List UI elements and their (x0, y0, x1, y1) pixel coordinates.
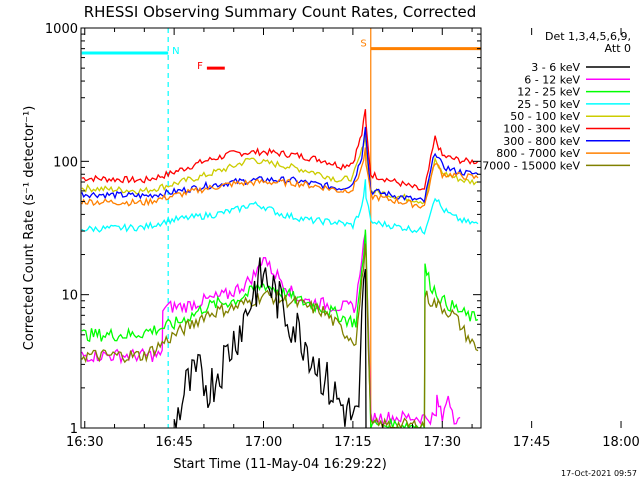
legend-header-line-2: Att 0 (605, 42, 631, 55)
y-axis: 1 10 100 1000 (45, 22, 481, 437)
legend-item-label: 800 - 7000 keV (496, 147, 580, 160)
x-tick-label: 17:00 (245, 435, 282, 450)
y-tick-label: 100 (53, 155, 78, 170)
x-axis: 16:30 16:45 17:00 17:15 17:30 17:45 18:00 (66, 28, 640, 450)
plot-frame (80, 27, 482, 429)
footer-timestamp: 17-Oct-2021 09:57 (561, 469, 637, 478)
series-line (81, 179, 479, 235)
x-tick-label: 18:00 (602, 435, 639, 450)
series-line (81, 147, 479, 209)
y-tick-label: 1 (70, 422, 78, 437)
series-line (81, 243, 479, 428)
x-tick-label: 17:45 (513, 435, 550, 450)
series-line (81, 109, 479, 191)
legend-item-label: 6 - 12 keV (524, 73, 580, 86)
x-tick-label: 17:15 (334, 435, 371, 450)
y-tick-label: 1000 (45, 22, 78, 37)
observing-period-label: S (360, 39, 366, 50)
x-tick-label: 16:45 (155, 435, 192, 450)
observing-period-label: N (172, 46, 179, 57)
y-axis-label: Corrected Count Rate (s⁻¹ detector⁻¹) (22, 106, 37, 351)
x-tick-label: 17:30 (424, 435, 461, 450)
x-axis-label: Start Time (11-May-04 16:29:22) (173, 457, 387, 472)
legend-header-line-1: Det 1,3,4,5,6,9, (545, 30, 631, 43)
series-line (81, 232, 461, 426)
x-tick-label: 16:30 (66, 435, 103, 450)
legend-item-label: 300 - 800 keV (503, 135, 580, 148)
series-line (81, 135, 479, 205)
legend-item-label: 3 - 6 keV (531, 61, 580, 74)
legend-item-label: 25 - 50 keV (517, 98, 580, 111)
series-line (173, 257, 367, 428)
observing-period-label: F (197, 61, 203, 72)
legend-item-label: 7000 - 15000 keV (482, 159, 580, 172)
chart-title: RHESSI Observing Summary Count Rates, Co… (84, 3, 477, 21)
series-line (81, 229, 479, 428)
legend-item-label: 50 - 100 keV (510, 110, 580, 123)
legend-item-label: 12 - 25 keV (517, 86, 580, 99)
y-tick-label: 10 (61, 289, 78, 304)
series-line (81, 126, 479, 204)
plot-area (81, 28, 481, 428)
legend-item-label: 100 - 300 keV (503, 123, 580, 136)
